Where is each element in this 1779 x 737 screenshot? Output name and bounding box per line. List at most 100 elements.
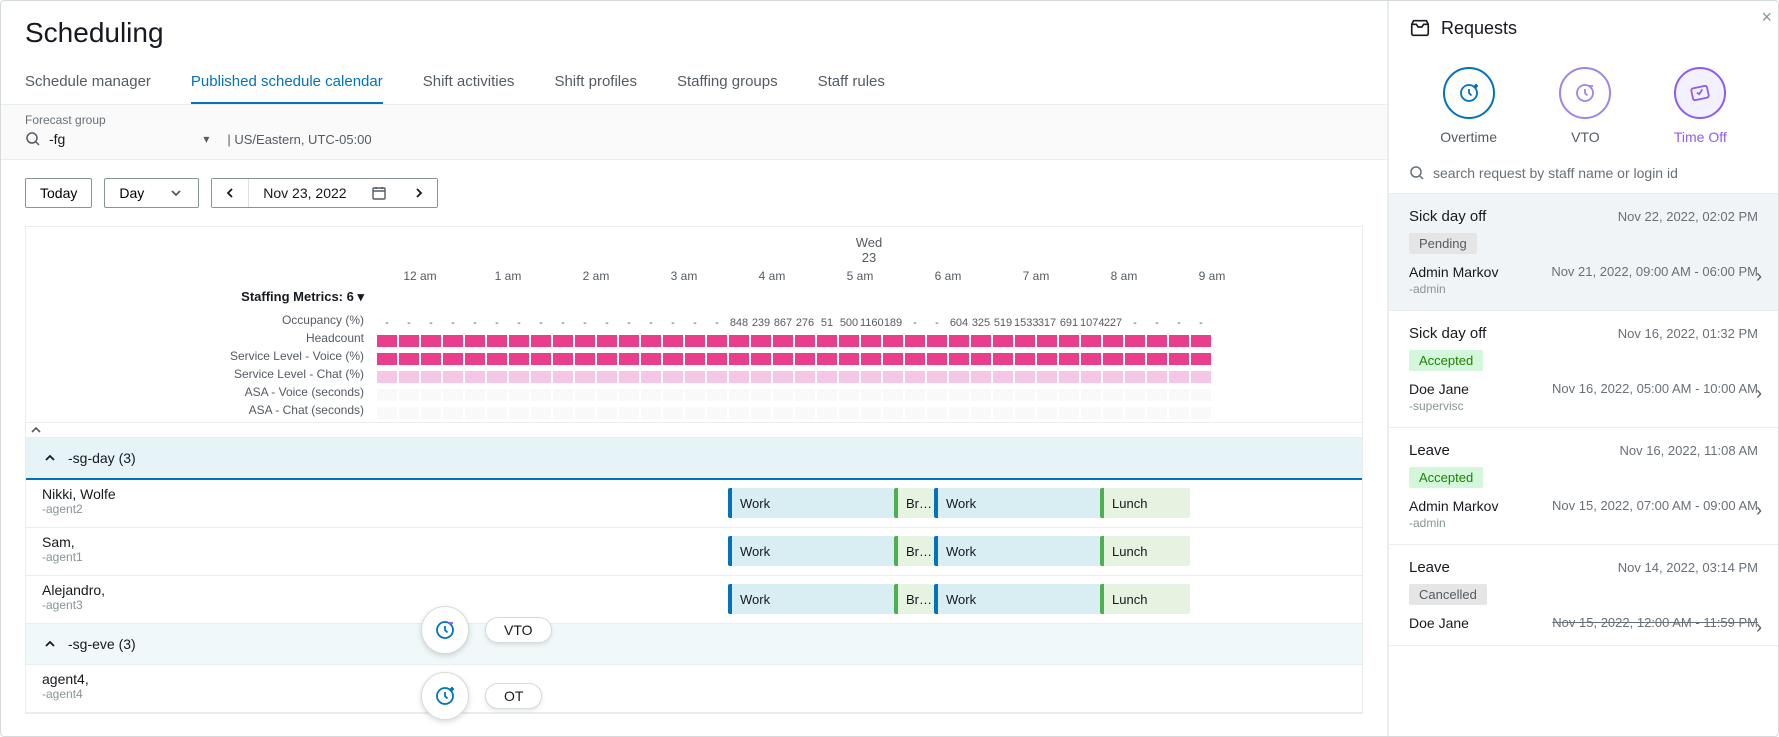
- metric-label-sl-chat: Service Level - Chat (%): [26, 365, 364, 383]
- metric-cell: [1102, 370, 1124, 384]
- metric-cell: [398, 406, 420, 420]
- agent-row[interactable]: Alejandro,-agent3WorkBr…WorkLunch: [26, 576, 1362, 624]
- request-item[interactable]: LeaveNov 14, 2022, 03:14 PMCancelledDoe …: [1389, 545, 1778, 646]
- metric-row-sl-voice: [376, 350, 1362, 368]
- metric-cell: [970, 370, 992, 384]
- metric-cell: [420, 352, 442, 366]
- chevron-right-icon: ›: [1756, 617, 1762, 638]
- metric-cell: [926, 370, 948, 384]
- request-who-sub: -supervisc: [1409, 399, 1758, 413]
- metric-cell: [860, 370, 882, 384]
- clock-minus-icon: [433, 618, 457, 642]
- request-item[interactable]: LeaveNov 16, 2022, 11:08 AMAcceptedAdmin…: [1389, 428, 1778, 545]
- metric-cell: [1014, 352, 1036, 366]
- schedule-segment-lunch[interactable]: Lunch: [1100, 488, 1190, 518]
- metric-cell: [794, 352, 816, 366]
- request-item[interactable]: Sick day offNov 16, 2022, 01:32 PMAccept…: [1389, 311, 1778, 428]
- metric-cell: [1080, 334, 1102, 348]
- chevron-right-icon: [411, 185, 427, 201]
- request-item[interactable]: Sick day offNov 22, 2022, 02:02 PMPendin…: [1389, 194, 1778, 311]
- metric-cell: [1146, 406, 1168, 420]
- schedule-segment-break[interactable]: Br…: [894, 536, 934, 566]
- metric-cell: 239: [750, 317, 772, 329]
- today-button[interactable]: Today: [25, 178, 92, 208]
- metric-cell: [574, 406, 596, 420]
- request-type-timeoff[interactable]: Time Off: [1674, 67, 1727, 145]
- metric-cell: [838, 406, 860, 420]
- agent-row[interactable]: Sam,-agent1WorkBr…WorkLunch: [26, 528, 1362, 576]
- request-title: Sick day off: [1409, 208, 1486, 225]
- schedule-segment-break[interactable]: Br…: [894, 584, 934, 614]
- metric-cell: [1190, 388, 1212, 402]
- view-select[interactable]: Day: [104, 178, 199, 208]
- fab-ot[interactable]: [421, 672, 469, 720]
- metric-cell: [750, 352, 772, 366]
- metric-cell: -: [926, 317, 948, 329]
- metric-cell: [1080, 370, 1102, 384]
- metric-cell: [1080, 388, 1102, 402]
- prev-day-button[interactable]: [212, 179, 249, 207]
- metric-cell: -: [1146, 317, 1168, 329]
- schedule-segment-lunch[interactable]: Lunch: [1100, 536, 1190, 566]
- schedule-segment-lunch[interactable]: Lunch: [1100, 584, 1190, 614]
- metric-cell: [1058, 370, 1080, 384]
- request-title: Sick day off: [1409, 325, 1486, 342]
- tab-schedule-manager[interactable]: Schedule manager: [25, 61, 151, 104]
- request-status-badge: Accepted: [1409, 350, 1483, 371]
- metric-cell: [948, 370, 970, 384]
- schedule-segment-work[interactable]: Work: [728, 488, 894, 518]
- metric-cell: [552, 370, 574, 384]
- staffing-metrics-toggle[interactable]: Staffing Metrics: 6 ▾: [26, 283, 364, 311]
- tab-shift-activities[interactable]: Shift activities: [423, 61, 515, 104]
- schedule-segment-work[interactable]: Work: [728, 536, 894, 566]
- schedule-segment-work[interactable]: Work: [934, 536, 1100, 566]
- metric-cell: [926, 352, 948, 366]
- metric-cell: [882, 370, 904, 384]
- metric-cell: -: [486, 317, 508, 329]
- metric-cell: [750, 388, 772, 402]
- metric-cell: [1080, 352, 1102, 366]
- agent-row[interactable]: agent4,-agent4: [26, 665, 1362, 713]
- chevron-left-icon: [222, 185, 238, 201]
- metric-cell: [794, 334, 816, 348]
- metric-cell: [816, 334, 838, 348]
- date-picker[interactable]: Nov 23, 2022: [249, 179, 400, 207]
- forecast-group-select[interactable]: -fg ▾: [25, 131, 209, 147]
- schedule-segment-work[interactable]: Work: [934, 488, 1100, 518]
- schedule-segment-work[interactable]: Work: [728, 584, 894, 614]
- group-header[interactable]: -sg-eve (3): [26, 624, 1362, 665]
- schedule-segment-work[interactable]: Work: [934, 584, 1100, 614]
- metric-cell: [860, 334, 882, 348]
- metric-cell: 189: [882, 317, 904, 329]
- metric-cell: 51: [816, 317, 838, 329]
- metric-cell: [860, 352, 882, 366]
- metric-cell: [838, 370, 860, 384]
- next-day-button[interactable]: [401, 179, 437, 207]
- request-type-overtime[interactable]: Overtime: [1440, 67, 1497, 145]
- tab-staffing-groups[interactable]: Staffing groups: [677, 61, 778, 104]
- tab-published-calendar[interactable]: Published schedule calendar: [191, 61, 383, 104]
- fab-vto[interactable]: [421, 606, 469, 654]
- metric-cell: [706, 352, 728, 366]
- metric-cell: 325: [970, 317, 992, 329]
- metric-cell: [1058, 352, 1080, 366]
- tab-shift-profiles[interactable]: Shift profiles: [554, 61, 637, 104]
- schedule-segment-break[interactable]: Br…: [894, 488, 934, 518]
- group-header[interactable]: -sg-day (3): [26, 438, 1362, 480]
- group-name: -sg-eve (3): [68, 636, 136, 652]
- fg-value: -fg: [49, 131, 65, 147]
- tab-staff-rules[interactable]: Staff rules: [818, 61, 885, 104]
- collapse-metrics-button[interactable]: [26, 422, 1362, 438]
- metric-cell: [1036, 406, 1058, 420]
- panel-close-button[interactable]: ×: [1761, 7, 1772, 28]
- metric-cell: 691: [1058, 317, 1080, 329]
- metric-cell: [948, 388, 970, 402]
- request-search-input[interactable]: search request by staff name or login id: [1409, 165, 1758, 181]
- agent-row[interactable]: Nikki, Wolfe-agent2WorkBr…WorkLunch: [26, 480, 1362, 528]
- request-type-vto[interactable]: VTO: [1559, 67, 1611, 145]
- chevron-up-icon: [28, 425, 44, 435]
- metric-cell: [464, 370, 486, 384]
- metric-cell: [992, 352, 1014, 366]
- metric-cell: [662, 334, 684, 348]
- panel-title: Requests: [1441, 18, 1517, 39]
